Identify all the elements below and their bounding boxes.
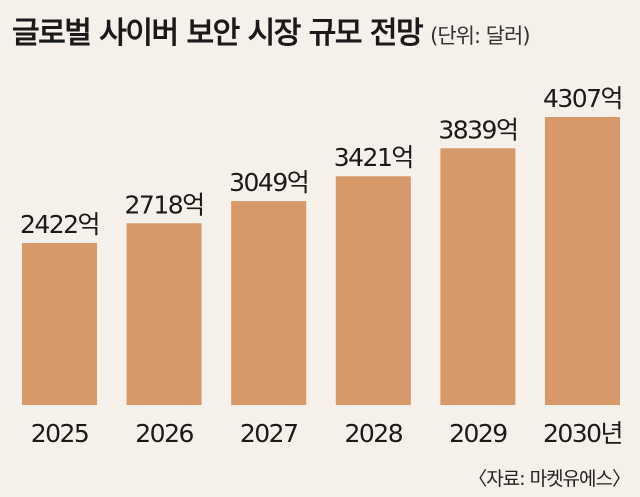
x-tick-label: 2026 [135,419,193,448]
bar-2025 [22,243,97,405]
chart-title: 글로벌 사이버 보안 시장 규모 전망 [12,16,424,51]
unit-label: (단위: 달러) [430,24,530,48]
bar-2030년 [545,117,620,405]
bar-2027 [231,201,307,405]
bar-2028 [335,176,411,405]
data-label: 3839억 [438,115,517,144]
x-tick-label: 2028 [344,419,402,448]
x-tick-label: 2030년 [543,419,622,448]
bar-2029 [440,148,516,405]
bar-2026 [126,223,202,405]
data-label: 3049억 [229,168,308,197]
data-label: 2422억 [20,210,99,239]
x-tick-label: 2029 [449,419,507,448]
data-label: 3421억 [334,143,413,172]
data-label: 2718억 [125,190,204,219]
source-note: 〈자료: 마켓유에스〉 [468,468,631,490]
x-tick-label: 2025 [31,419,89,448]
chart-header: 글로벌 사이버 보안 시장 규모 전망 (단위: 달러) [12,8,628,52]
x-tick-label: 2027 [240,419,298,448]
data-label: 4307억 [543,84,622,113]
